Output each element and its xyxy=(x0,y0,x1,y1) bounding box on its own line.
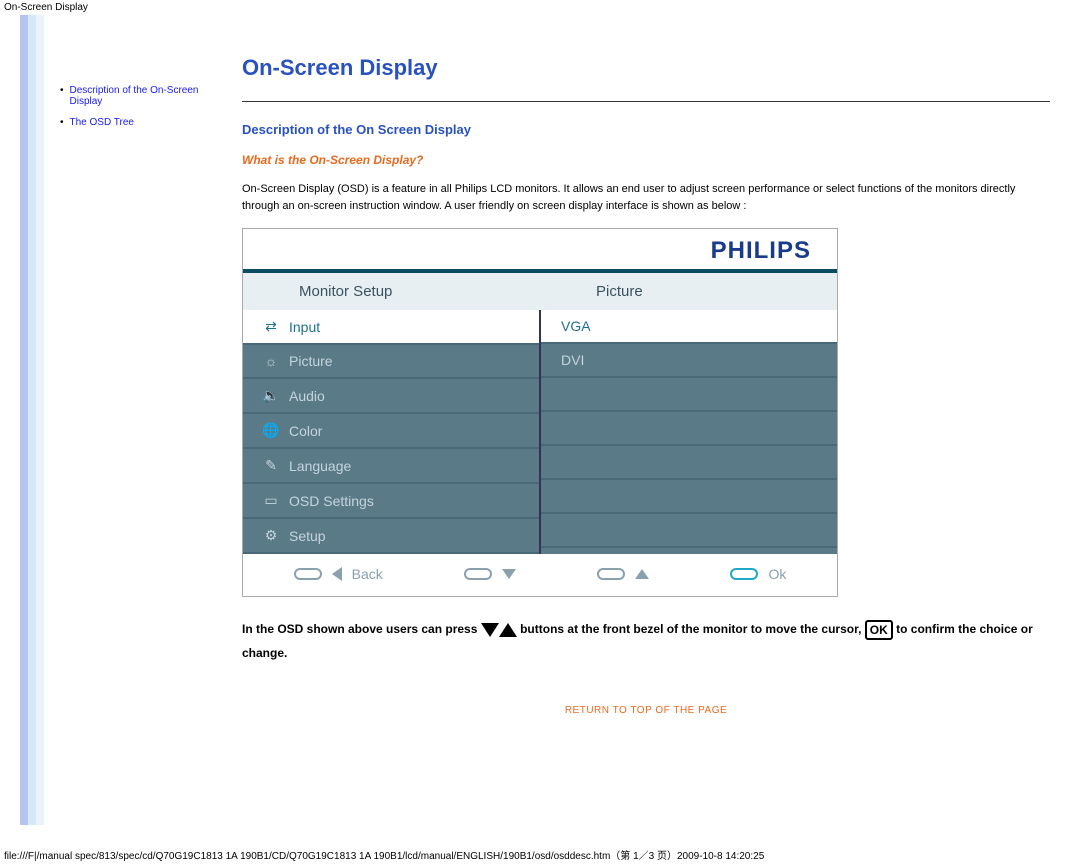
osd-menu-audio: 🔈 Audio xyxy=(243,379,539,414)
pill-icon xyxy=(464,568,492,580)
osd-brand-bar: PHILIPS xyxy=(243,229,837,269)
sub-heading: What is the On-Screen Display? xyxy=(242,153,1050,167)
divider xyxy=(242,101,1050,102)
nav-up-group xyxy=(597,568,649,580)
osd-option-empty xyxy=(541,412,837,446)
osd-option-empty xyxy=(541,446,837,480)
osd-menu-label: Picture xyxy=(289,353,333,369)
return-to-top[interactable]: RETURN TO TOP OF THE PAGE xyxy=(242,705,1050,716)
screen-icon: ▭ xyxy=(253,492,289,509)
osd-body: ⇄ Input ☼ Picture 🔈 Audio 🌐 xyxy=(243,310,837,554)
nav-ok-group: Ok xyxy=(730,566,786,582)
decor-stripe xyxy=(36,15,44,825)
sidebar-link-label[interactable]: The OSD Tree xyxy=(70,117,134,128)
osd-menu-label: OSD Settings xyxy=(289,493,374,509)
footer-path: file:///F|/manual spec/813/spec/cd/Q70G1… xyxy=(0,845,1080,864)
osd-option-empty xyxy=(541,514,837,548)
osd-menu-setup: ⚙ Setup xyxy=(243,519,539,554)
osd-screenshot: PHILIPS Monitor Setup Picture ⇄ Input ☼ xyxy=(242,228,838,597)
language-icon: ✎ xyxy=(253,457,289,474)
decor-stripe xyxy=(28,15,36,825)
osd-menu-language: ✎ Language xyxy=(243,449,539,484)
osd-option-dvi: DVI xyxy=(541,344,837,378)
arrow-left-icon xyxy=(332,567,342,581)
osd-menu-input: ⇄ Input xyxy=(243,310,539,345)
bullet-icon: • xyxy=(60,117,64,129)
osd-menu-label: Color xyxy=(289,423,322,439)
brand-logo: PHILIPS xyxy=(711,237,811,264)
breadcrumb: On-Screen Display xyxy=(0,0,1080,15)
decor-stripe xyxy=(20,15,28,825)
ok-button-icon: OK xyxy=(865,620,893,640)
arrow-down-icon xyxy=(502,569,516,579)
instruction-text: In the OSD shown above users can press b… xyxy=(242,617,1050,665)
sidebar-item-description[interactable]: • Description of the On-Screen Display xyxy=(60,85,224,107)
osd-option-empty xyxy=(541,480,837,514)
osd-option-label: DVI xyxy=(561,352,584,368)
sidebar: • Description of the On-Screen Display •… xyxy=(52,15,232,825)
osd-option-vga: VGA xyxy=(541,310,837,344)
osd-menu-label: Setup xyxy=(289,528,326,544)
osd-nav-bar: Back Ok xyxy=(243,554,837,596)
nav-down-group xyxy=(464,568,516,580)
osd-menu-picture: ☼ Picture xyxy=(243,345,539,379)
sidebar-item-osd-tree[interactable]: • The OSD Tree xyxy=(60,117,224,129)
triangle-up-icon xyxy=(499,623,517,637)
input-icon: ⇄ xyxy=(253,318,289,335)
decor-stripe xyxy=(44,15,52,825)
osd-left-column: ⇄ Input ☼ Picture 🔈 Audio 🌐 xyxy=(243,310,541,554)
osd-menu-color: 🌐 Color xyxy=(243,414,539,449)
osd-option-label: VGA xyxy=(561,318,591,334)
instruction-part2: buttons at the front bezel of the monito… xyxy=(520,622,861,636)
main-content: On-Screen Display Description of the On … xyxy=(232,15,1060,825)
return-link-label[interactable]: RETURN TO TOP OF THE PAGE xyxy=(565,705,727,716)
nav-back-label: Back xyxy=(352,566,383,582)
osd-menu-label: Input xyxy=(289,319,320,335)
sidebar-link-label[interactable]: Description of the On-Screen Display xyxy=(70,85,224,107)
pill-icon xyxy=(730,568,758,580)
page-title: On-Screen Display xyxy=(242,55,1050,81)
nav-back-group: Back xyxy=(294,566,383,582)
bullet-icon: • xyxy=(60,85,64,97)
speaker-icon: 🔈 xyxy=(253,387,289,404)
osd-option-empty xyxy=(541,378,837,412)
arrow-up-icon xyxy=(635,569,649,579)
osd-menu-label: Audio xyxy=(289,388,325,404)
osd-title-row: Monitor Setup Picture xyxy=(243,273,837,310)
section-heading: Description of the On Screen Display xyxy=(242,122,1050,137)
pill-icon xyxy=(294,568,322,580)
intro-paragraph: On-Screen Display (OSD) is a feature in … xyxy=(242,181,1050,214)
gear-icon: ⚙ xyxy=(253,527,289,544)
instruction-part1: In the OSD shown above users can press xyxy=(242,622,477,636)
osd-left-title: Monitor Setup xyxy=(243,273,540,310)
pill-icon xyxy=(597,568,625,580)
osd-right-column: VGA DVI xyxy=(541,310,837,554)
osd-menu-osd-settings: ▭ OSD Settings xyxy=(243,484,539,519)
brightness-icon: ☼ xyxy=(253,353,289,369)
globe-icon: 🌐 xyxy=(253,422,289,439)
osd-right-title: Picture xyxy=(540,273,837,310)
osd-menu-label: Language xyxy=(289,458,351,474)
triangle-down-icon xyxy=(481,623,499,637)
nav-ok-label: Ok xyxy=(768,566,786,582)
